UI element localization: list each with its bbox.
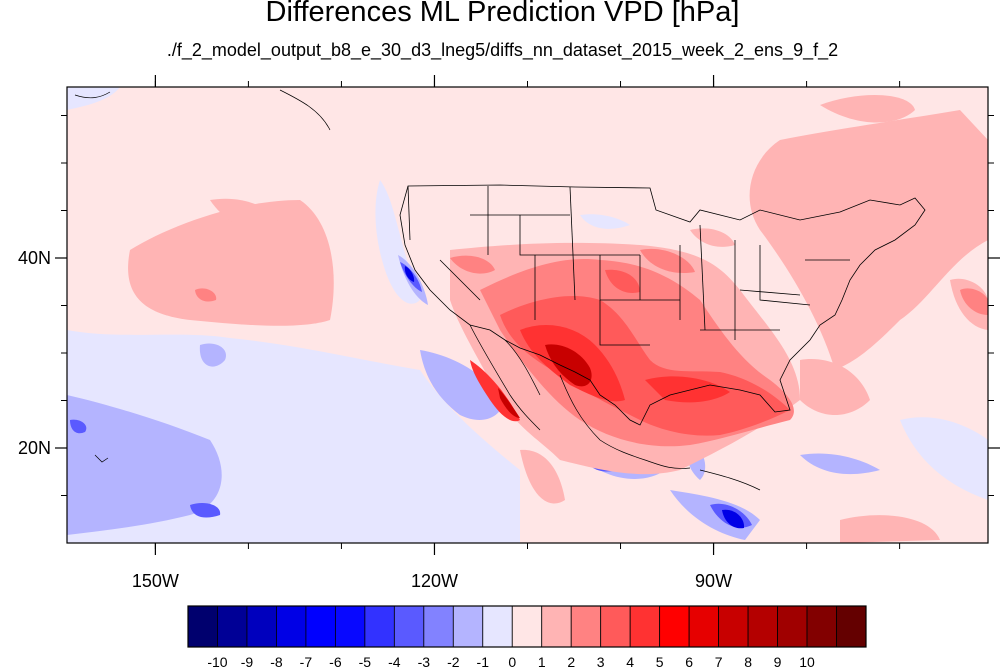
- colorbar-label: 8: [744, 654, 752, 670]
- colorbar-label: 9: [774, 654, 782, 670]
- colorbar-label: 7: [715, 654, 723, 670]
- colorbar-swatch: [600, 605, 631, 648]
- colorbar-swatch: [364, 605, 395, 648]
- colorbar-swatch: [246, 605, 277, 648]
- colorbar-swatch: [276, 605, 307, 648]
- colorbar-label: -10: [207, 654, 227, 670]
- lon-tick-label: 120W: [411, 571, 458, 591]
- colorbar-label: 1: [538, 654, 546, 670]
- colorbar-border: [187, 605, 867, 648]
- lat-tick-label: 20N: [18, 438, 51, 458]
- colorbar-swatch: [629, 605, 661, 648]
- colorbar-label: 5: [656, 654, 664, 670]
- colorbar-swatch: [482, 605, 513, 648]
- colorbar-swatch: [806, 605, 837, 648]
- lon-tick-label: 90W: [695, 571, 732, 591]
- colorbar-swatch: [305, 605, 336, 648]
- colorbar-label: -7: [300, 654, 313, 670]
- colorbar-label: -8: [270, 654, 283, 670]
- colorbar-label: 0: [508, 654, 516, 670]
- colorbar-swatch: [452, 605, 484, 648]
- colorbar-swatch: [688, 605, 720, 648]
- colorbar-label: -2: [447, 654, 460, 670]
- colorbar-swatch: [541, 605, 572, 648]
- colorbar-label: -1: [477, 654, 490, 670]
- colorbar-label: -9: [241, 654, 254, 670]
- colorbar-swatch: [718, 605, 749, 648]
- colorbar-swatch: [511, 605, 543, 648]
- colorbar-label: 3: [597, 654, 605, 670]
- colorbar-label: 10: [799, 654, 815, 670]
- colorbar-swatch: [393, 605, 425, 648]
- colorbar-label: -5: [359, 654, 372, 670]
- coastlines: [74, 89, 761, 491]
- map-field: [67, 87, 988, 543]
- colorbar-label: 2: [567, 654, 575, 670]
- lon-tick-label: 150W: [132, 571, 179, 591]
- colorbar-swatch: [423, 605, 454, 648]
- colorbar: -10 -9 -8 -7 -6 -5 -4 -3 -2 -1 0 1 2 3 4 5 6 7 8 9 10: [187, 605, 867, 670]
- axis-ticks: 150W 120W 90W 40N 20N: [18, 75, 1000, 591]
- colorbar-swatch: [777, 605, 808, 648]
- colorbar-swatch: [570, 605, 602, 648]
- field-darkest-red-regions: [498, 344, 592, 418]
- colorbar-label: -3: [418, 654, 431, 670]
- colorbar-label: -6: [329, 654, 342, 670]
- state-boundaries: [399, 184, 926, 426]
- colorbar-label: -4: [388, 654, 401, 670]
- colorbar-label: 6: [685, 654, 693, 670]
- colorbar-label: 4: [626, 654, 634, 670]
- colorbar-swatch: [187, 605, 218, 648]
- colorbar-swatch: [747, 605, 778, 648]
- colorbar-swatch: [334, 605, 366, 648]
- map-subtitle: ./f_2_model_output_b8_e_30_d3_lneg5/diff…: [166, 40, 839, 60]
- lat-tick-label: 40N: [18, 248, 51, 268]
- colorbar-swatch: [836, 605, 867, 648]
- map-title: Differences ML Prediction VPD [hPa]: [265, 0, 740, 28]
- colorbar-swatch: [659, 605, 690, 648]
- colorbar-swatch: [217, 605, 248, 648]
